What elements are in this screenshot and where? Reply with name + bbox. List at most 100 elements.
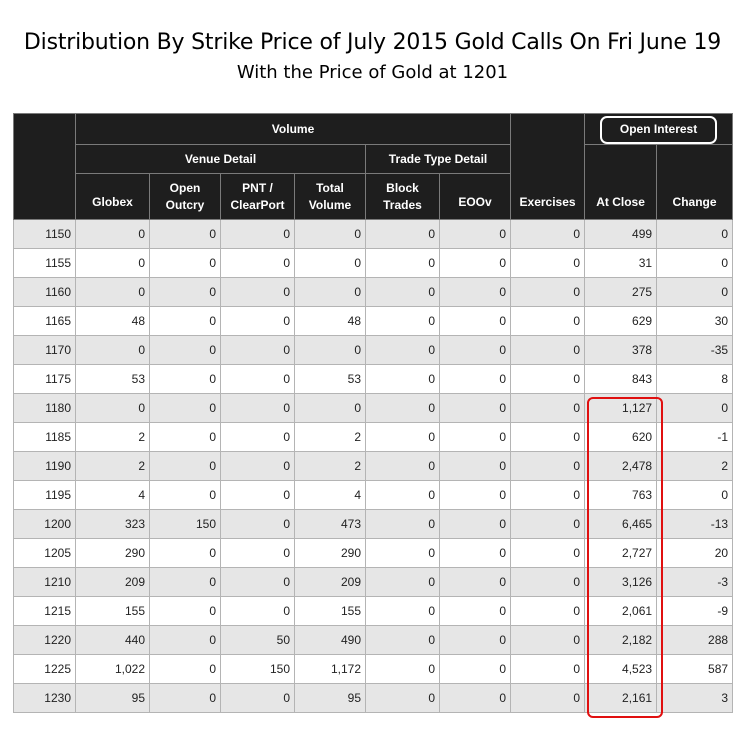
- total-volume-header-line1: Total: [316, 180, 344, 195]
- strike-cell: 1215: [13, 596, 76, 626]
- eoov-cell: 0: [438, 248, 512, 278]
- exercises-header: Exercises: [510, 113, 586, 220]
- exercises-cell: 0: [510, 277, 586, 307]
- change-cell: 587: [656, 654, 734, 684]
- open-outcry-cell: 0: [149, 538, 221, 568]
- exercises-cell: 0: [510, 335, 586, 365]
- open-outcry-cell: 0: [149, 219, 221, 249]
- eoov-cell: 0: [438, 596, 512, 626]
- globex-cell: 48: [75, 306, 150, 336]
- change-cell: -13: [656, 509, 734, 539]
- at-close-cell: 843: [584, 364, 658, 394]
- table-row: 1150 0 0 0 0 0 0 0 499 0: [13, 219, 734, 249]
- change-cell: 0: [656, 248, 734, 278]
- chart-subtitle: With the Price of Gold at 1201: [236, 62, 509, 83]
- eoov-cell: 0: [438, 422, 512, 452]
- strike-cell: 1155: [13, 248, 76, 278]
- pnt-clearport-cell: 0: [220, 509, 295, 539]
- pnt-header-line2: ClearPort: [230, 197, 285, 212]
- open-outcry-cell: 0: [149, 625, 221, 655]
- exercises-cell: 0: [510, 567, 586, 597]
- block-trades-cell: 0: [365, 654, 440, 684]
- block-trades-cell: 0: [365, 277, 440, 307]
- at-close-cell: 2,182: [584, 625, 658, 655]
- pnt-clearport-cell: 0: [220, 683, 295, 713]
- open-outcry-cell: 0: [149, 654, 221, 684]
- block-trades-cell: 0: [365, 625, 440, 655]
- total-volume-cell: 290: [294, 538, 366, 568]
- globex-cell: 2: [75, 422, 150, 452]
- strike-cell: 1205: [13, 538, 76, 568]
- globex-cell: 0: [75, 219, 150, 249]
- exercises-cell: 0: [510, 625, 586, 655]
- table-body: 1150 0 0 0 0 0 0 0 499 0 1155 0 0 0 0 0 0 0 31 0 1160 0 0 0 0 0 0 0…: [13, 219, 734, 713]
- eoov-cell: 0: [438, 393, 512, 423]
- eoov-cell: 0: [438, 683, 512, 713]
- change-cell: 0: [656, 219, 734, 249]
- block-trades-header: Block Trades: [365, 173, 440, 220]
- pnt-clearport-cell: 0: [220, 422, 295, 452]
- total-volume-header: Total Volume: [294, 173, 366, 220]
- pnt-clearport-cell: 0: [220, 335, 295, 365]
- block-trades-header-line1: Block: [386, 180, 419, 195]
- open-interest-label: Open Interest: [599, 116, 718, 144]
- globex-header: Globex: [75, 173, 150, 220]
- open-outcry-cell: 0: [149, 683, 221, 713]
- change-cell: 30: [656, 306, 734, 336]
- change-header: Change: [656, 144, 734, 220]
- globex-cell: 440: [75, 625, 150, 655]
- globex-cell: 95: [75, 683, 150, 713]
- total-volume-cell: 209: [294, 567, 366, 597]
- total-volume-cell: 1,172: [294, 654, 366, 684]
- table-row: 1180 0 0 0 0 0 0 0 1,127 0: [13, 393, 734, 423]
- block-trades-header-line2: Trades: [383, 197, 422, 212]
- open-outcry-cell: 0: [149, 393, 221, 423]
- globex-cell: 0: [75, 335, 150, 365]
- eoov-cell: 0: [438, 567, 512, 597]
- at-close-cell: 6,465: [584, 509, 658, 539]
- pnt-header-line1: PNT /: [242, 180, 273, 195]
- block-trades-cell: 0: [365, 364, 440, 394]
- trade-type-detail-header: Trade Type Detail: [364, 144, 512, 174]
- total-volume-cell: 0: [294, 219, 366, 249]
- block-trades-cell: 0: [365, 335, 440, 365]
- strike-cell: 1170: [13, 335, 76, 365]
- pnt-clearport-cell: 0: [220, 248, 295, 278]
- strike-cell: 1200: [13, 509, 76, 539]
- block-trades-cell: 0: [365, 248, 440, 278]
- strike-cell: 1195: [13, 480, 76, 510]
- exercises-cell: 0: [510, 248, 586, 278]
- table-row: 1220 440 0 50 490 0 0 0 2,182 288: [13, 625, 734, 655]
- total-volume-cell: 4: [294, 480, 366, 510]
- open-outcry-cell: 0: [149, 306, 221, 336]
- change-cell: 0: [656, 480, 734, 510]
- at-close-cell: 2,061: [584, 596, 658, 626]
- eoov-cell: 0: [438, 538, 512, 568]
- data-table: Volume Exercises Open Interest Venue Det…: [13, 113, 734, 713]
- eoov-cell: 0: [438, 654, 512, 684]
- table-row: 1175 53 0 0 53 0 0 0 843 8: [13, 364, 734, 394]
- pnt-clearport-cell: 0: [220, 393, 295, 423]
- at-close-cell: 763: [584, 480, 658, 510]
- block-trades-cell: 0: [365, 451, 440, 481]
- globex-cell: 0: [75, 248, 150, 278]
- open-outcry-header-line1: Open: [169, 180, 201, 195]
- change-cell: 2: [656, 451, 734, 481]
- at-close-cell: 629: [584, 306, 658, 336]
- total-volume-cell: 155: [294, 596, 366, 626]
- table-row: 1185 2 0 0 2 0 0 0 620 -1: [13, 422, 734, 452]
- block-trades-cell: 0: [365, 422, 440, 452]
- table-row: 1190 2 0 0 2 0 0 0 2,478 2: [13, 451, 734, 481]
- eoov-cell: 0: [438, 335, 512, 365]
- total-volume-cell: 2: [294, 422, 366, 452]
- open-outcry-cell: 150: [149, 509, 221, 539]
- at-close-cell: 3,126: [584, 567, 658, 597]
- table-row: 1225 1,022 0 150 1,172 0 0 0 4,523 587: [13, 654, 734, 684]
- eoov-cell: 0: [438, 219, 512, 249]
- eoov-cell: 0: [438, 277, 512, 307]
- total-volume-cell: 53: [294, 364, 366, 394]
- open-outcry-cell: 0: [149, 451, 221, 481]
- at-close-cell: 2,478: [584, 451, 658, 481]
- pnt-clearport-cell: 0: [220, 306, 295, 336]
- venue-detail-header: Venue Detail: [75, 144, 366, 174]
